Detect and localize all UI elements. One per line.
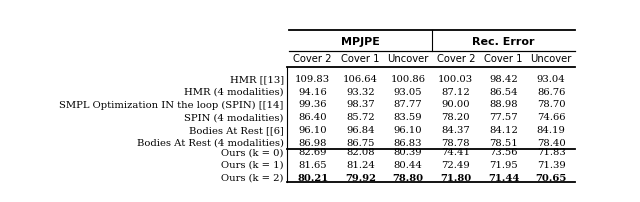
Text: 86.98: 86.98 — [298, 139, 327, 148]
Text: 74.41: 74.41 — [441, 148, 470, 157]
Text: Uncover: Uncover — [531, 54, 572, 64]
Text: 106.64: 106.64 — [343, 75, 378, 84]
Text: HMR [[13]: HMR [[13] — [230, 75, 284, 84]
Text: 71.80: 71.80 — [440, 174, 472, 183]
Text: 86.76: 86.76 — [537, 88, 565, 97]
Text: 82.69: 82.69 — [298, 148, 327, 157]
Text: 109.83: 109.83 — [295, 75, 330, 84]
Text: Rec. Error: Rec. Error — [472, 37, 534, 47]
Text: 81.65: 81.65 — [298, 161, 327, 170]
Text: 96.84: 96.84 — [346, 126, 374, 135]
Text: 87.12: 87.12 — [442, 88, 470, 97]
Text: Ours (k = 0): Ours (k = 0) — [221, 148, 284, 157]
Text: 80.39: 80.39 — [394, 148, 422, 157]
Text: 88.98: 88.98 — [489, 100, 518, 109]
Text: 100.86: 100.86 — [390, 75, 426, 84]
Text: Cover 2: Cover 2 — [436, 54, 475, 64]
Text: Cover 1: Cover 1 — [484, 54, 523, 64]
Text: 71.39: 71.39 — [537, 161, 566, 170]
Text: 70.65: 70.65 — [536, 174, 567, 183]
Text: 74.66: 74.66 — [537, 113, 565, 122]
Text: Bodies At Rest [[6]: Bodies At Rest [[6] — [189, 126, 284, 135]
Text: 78.20: 78.20 — [442, 113, 470, 122]
Text: 78.80: 78.80 — [392, 174, 424, 183]
Text: 82.08: 82.08 — [346, 148, 374, 157]
Text: 99.36: 99.36 — [298, 100, 327, 109]
Text: 78.78: 78.78 — [442, 139, 470, 148]
Text: SPIN (4 modalities): SPIN (4 modalities) — [184, 113, 284, 122]
Text: 79.92: 79.92 — [345, 174, 376, 183]
Text: 93.04: 93.04 — [537, 75, 566, 84]
Text: Cover 2: Cover 2 — [293, 54, 332, 64]
Text: 84.12: 84.12 — [489, 126, 518, 135]
Text: Cover 1: Cover 1 — [341, 54, 380, 64]
Text: 78.51: 78.51 — [489, 139, 518, 148]
Text: 83.59: 83.59 — [394, 113, 422, 122]
Text: 87.77: 87.77 — [394, 100, 422, 109]
Text: 96.10: 96.10 — [394, 126, 422, 135]
Text: 71.83: 71.83 — [537, 148, 566, 157]
Text: 81.24: 81.24 — [346, 161, 375, 170]
Text: 98.42: 98.42 — [489, 75, 518, 84]
Text: 86.40: 86.40 — [298, 113, 327, 122]
Text: 72.49: 72.49 — [442, 161, 470, 170]
Text: 93.32: 93.32 — [346, 88, 374, 97]
Text: 85.72: 85.72 — [346, 113, 374, 122]
Text: 90.00: 90.00 — [442, 100, 470, 109]
Text: Ours (k = 1): Ours (k = 1) — [221, 161, 284, 170]
Text: 80.44: 80.44 — [394, 161, 422, 170]
Text: 94.16: 94.16 — [298, 88, 327, 97]
Text: MPJPE: MPJPE — [341, 37, 380, 47]
Text: 71.95: 71.95 — [489, 161, 518, 170]
Text: Uncover: Uncover — [387, 54, 429, 64]
Text: 86.75: 86.75 — [346, 139, 374, 148]
Text: 96.10: 96.10 — [298, 126, 327, 135]
Text: 98.37: 98.37 — [346, 100, 374, 109]
Text: 100.03: 100.03 — [438, 75, 474, 84]
Text: 84.37: 84.37 — [442, 126, 470, 135]
Text: Bodies At Rest (4 modalities): Bodies At Rest (4 modalities) — [137, 139, 284, 148]
Text: Ours (k = 2): Ours (k = 2) — [221, 174, 284, 183]
Text: 80.21: 80.21 — [297, 174, 328, 183]
Text: 86.54: 86.54 — [489, 88, 518, 97]
Text: 71.44: 71.44 — [488, 174, 519, 183]
Text: HMR (4 modalities): HMR (4 modalities) — [184, 88, 284, 97]
Text: 78.70: 78.70 — [537, 100, 566, 109]
Text: 93.05: 93.05 — [394, 88, 422, 97]
Text: 86.83: 86.83 — [394, 139, 422, 148]
Text: 73.56: 73.56 — [489, 148, 518, 157]
Text: 77.57: 77.57 — [489, 113, 518, 122]
Text: SMPL Optimization IN the loop (SPIN) [[14]: SMPL Optimization IN the loop (SPIN) [[1… — [60, 100, 284, 109]
Text: 78.40: 78.40 — [537, 139, 566, 148]
Text: 84.19: 84.19 — [537, 126, 566, 135]
